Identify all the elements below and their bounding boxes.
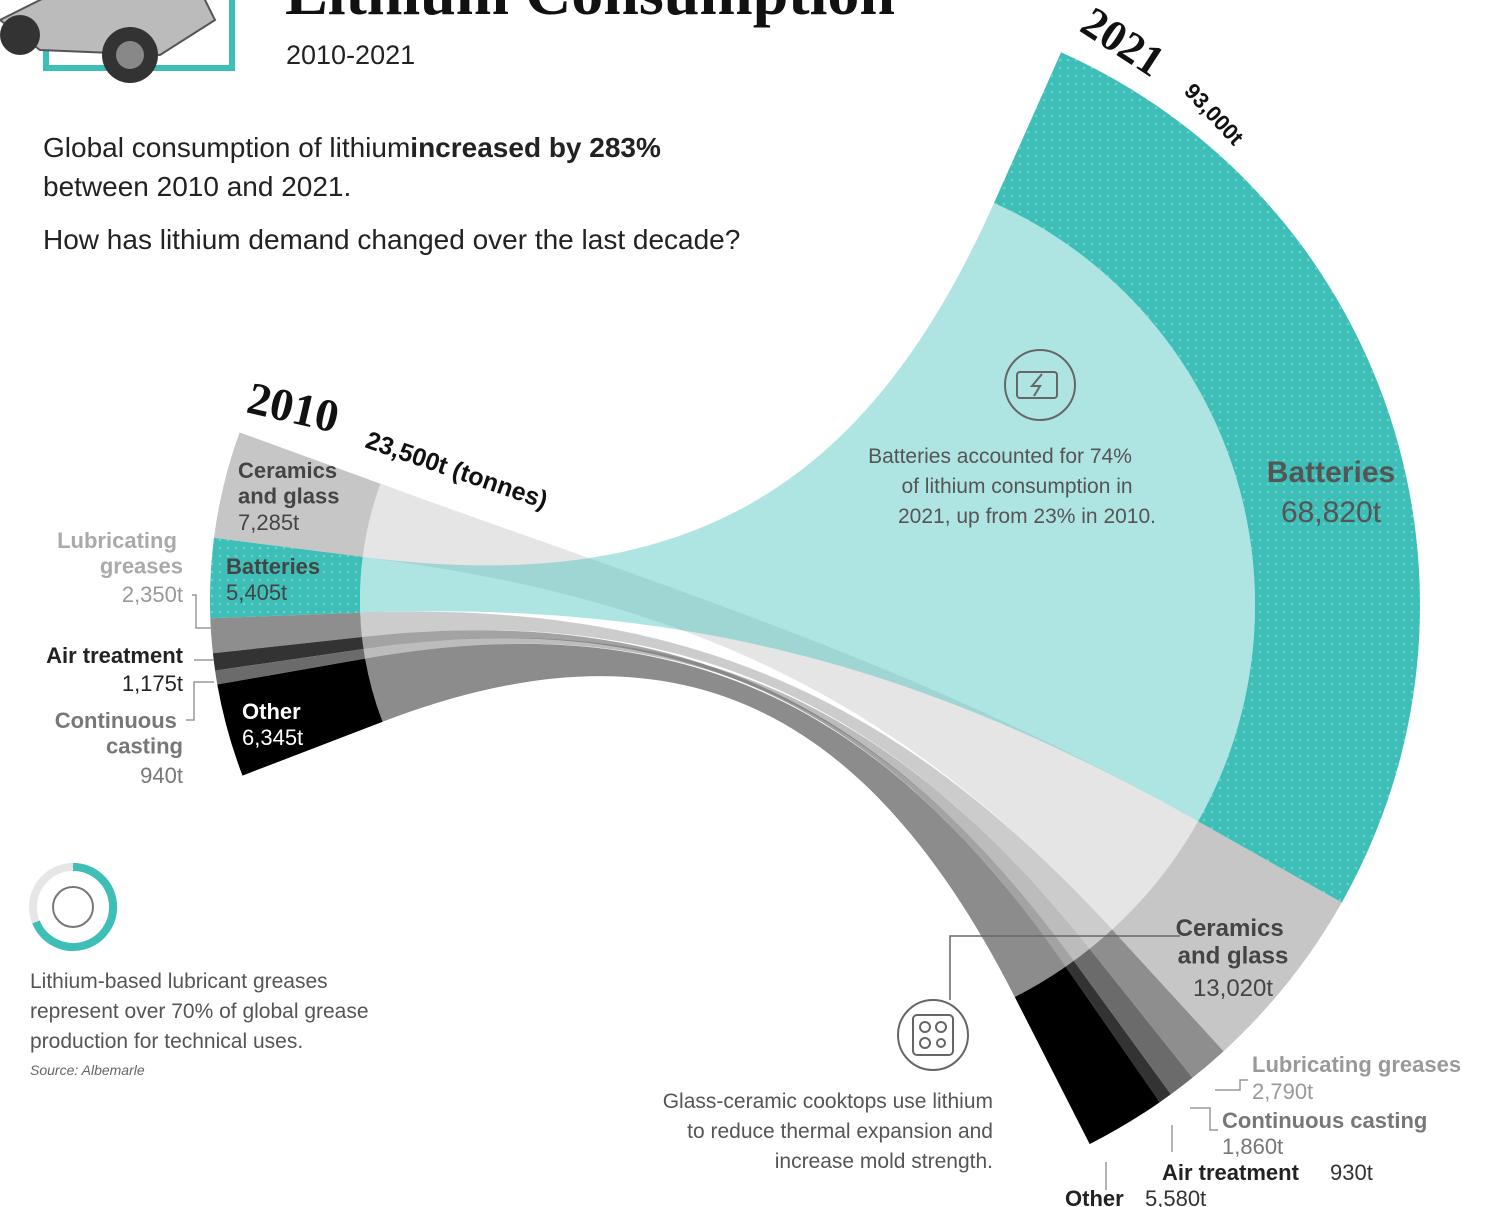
car-icon bbox=[0, 0, 217, 83]
value-label: 6,345t bbox=[242, 725, 303, 750]
category-label: Other bbox=[1065, 1186, 1124, 1207]
category-label: Ceramics and glass bbox=[1176, 915, 1291, 970]
value-label: 68,820t bbox=[1281, 496, 1382, 529]
band-segment bbox=[1065, 960, 1171, 1103]
leader-lines bbox=[186, 594, 1248, 1190]
annotation: 2021, up from 23% in 2010. bbox=[898, 505, 1156, 528]
category-label: Other bbox=[242, 699, 301, 724]
title: Lithium Consumption bbox=[285, 0, 895, 28]
value-label: 13,020t bbox=[1193, 975, 1273, 1002]
band-segment bbox=[1089, 929, 1224, 1078]
annotation: to reduce thermal expansion and bbox=[687, 1120, 993, 1143]
category-label: Air treatment bbox=[46, 643, 184, 668]
band-segment bbox=[212, 637, 364, 671]
question: How has lithium demand changed over the … bbox=[43, 224, 740, 255]
labels: Ceramics and glass7,285tBatteries5,405tL… bbox=[46, 456, 1461, 1207]
category-label: Ceramics and glass bbox=[238, 458, 343, 508]
value-label: 930t bbox=[1330, 1160, 1373, 1185]
band-segment bbox=[1073, 948, 1193, 1095]
value-label: 940t bbox=[140, 763, 183, 788]
value-label: 5,405t bbox=[226, 580, 287, 605]
year-label: 2010 bbox=[243, 372, 344, 442]
value-label: 1,860t bbox=[1222, 1134, 1283, 1159]
value-label: 2,790t bbox=[1252, 1079, 1313, 1104]
category-label: Lubricating greases bbox=[57, 528, 183, 578]
intro-highlight: increased by 283% bbox=[410, 132, 661, 163]
annotation: Lithium-based lubricant greases bbox=[30, 970, 328, 993]
bands bbox=[209, 52, 1421, 1145]
category-label: Batteries bbox=[1267, 456, 1395, 489]
band-texture bbox=[994, 52, 1421, 903]
annotation: production for technical uses. bbox=[30, 1030, 303, 1053]
battery-icon bbox=[1004, 349, 1076, 421]
category-label: Lubricating greases bbox=[1252, 1052, 1461, 1077]
annotation: represent over 70% of global grease bbox=[30, 1000, 369, 1023]
annotation: of lithium consumption in bbox=[901, 475, 1132, 498]
annotation: Glass-ceramic cooktops use lithium bbox=[663, 1090, 993, 1113]
category-label: Batteries bbox=[226, 554, 320, 579]
value-label: 5,580t bbox=[1145, 1186, 1206, 1207]
band-segment bbox=[1014, 966, 1160, 1145]
value-label: 1,175t bbox=[122, 671, 183, 696]
band-segment bbox=[214, 432, 381, 557]
band-segment bbox=[215, 649, 366, 685]
subtitle: 2010-2021 bbox=[286, 40, 415, 70]
flow bbox=[362, 483, 1199, 930]
globe-icon bbox=[29, 863, 118, 951]
flow bbox=[359, 203, 1256, 822]
flow bbox=[365, 643, 1066, 997]
band-segment bbox=[217, 658, 383, 776]
category-label: Air treatment bbox=[1162, 1160, 1300, 1185]
annotation: increase mold strength. bbox=[775, 1150, 993, 1173]
cooktop-icon bbox=[897, 999, 969, 1071]
source: Source: Albemarle bbox=[30, 1062, 145, 1078]
band-texture bbox=[209, 537, 363, 619]
flow bbox=[363, 637, 1090, 961]
category-label: Continuous casting bbox=[55, 708, 183, 758]
category-label: Continuous casting bbox=[1222, 1108, 1427, 1133]
intro-text: Global consumption of lithium bbox=[43, 132, 410, 163]
band-segment bbox=[210, 612, 362, 654]
intro-text: between 2010 and 2021. bbox=[43, 171, 351, 202]
flows bbox=[359, 203, 1256, 997]
band-segment bbox=[1112, 821, 1342, 1052]
leader-line bbox=[949, 935, 1180, 1000]
value-label: 2,350t bbox=[122, 582, 183, 607]
annotation: Batteries accounted for 74% bbox=[868, 445, 1132, 468]
value-label: 7,285t bbox=[238, 510, 299, 535]
notes: Batteries accounted for 74% of lithium co… bbox=[30, 445, 1156, 1173]
